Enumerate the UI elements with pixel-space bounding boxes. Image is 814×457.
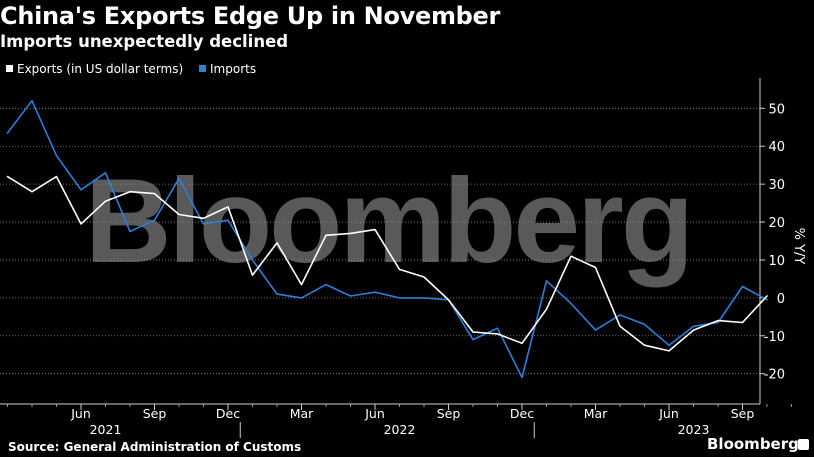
watermark: Bloomberg: [85, 154, 691, 288]
x-tick-label: Mar: [290, 406, 314, 421]
x-tick-label: Mar: [584, 406, 608, 421]
brand-logo: Bloomberg: [707, 435, 799, 453]
legend: Exports (in US dollar terms) Imports: [0, 61, 262, 76]
legend-label-imports: Imports: [210, 61, 257, 76]
x-tick-label: Jun: [658, 406, 679, 421]
chart-title: China's Exports Edge Up in November: [0, 2, 501, 30]
x-year-label: 2023: [678, 422, 710, 437]
x-tick-label: Dec: [216, 406, 240, 421]
y-tick-label: 40: [768, 140, 785, 155]
y-tick-label: 20: [768, 216, 785, 231]
legend-item-imports: Imports: [193, 62, 256, 76]
legend-item-exports: Exports (in US dollar terms): [0, 62, 183, 76]
series-lines: [6, 99, 768, 379]
x-tick-label: Dec: [510, 406, 534, 421]
x-tick-label: Jun: [70, 406, 91, 421]
y-tick-label: 0: [777, 292, 785, 307]
y-tick-label: 30: [768, 178, 785, 193]
x-tick-label: Sep: [143, 406, 167, 421]
x-axis: Jun Sep Dec Mar Jun Sep Dec Mar Jun Sep 2021 2022 20…: [0, 403, 792, 438]
source-note: Source: General Administration of Custom…: [8, 440, 302, 454]
chart-subtitle: Imports unexpectedly declined: [0, 32, 289, 51]
x-tick-label: Jun: [364, 406, 385, 421]
x-tick-label: Sep: [731, 406, 755, 421]
series-line-exports: [6, 175, 768, 352]
x-year-label: 2021: [90, 422, 122, 437]
y-axis: -20 -10 0 10 20 30 40 50: [759, 78, 785, 404]
legend-swatch-exports: [6, 65, 13, 72]
legend-swatch-imports: [199, 65, 206, 72]
series-line-imports: [6, 99, 768, 379]
y-tick-label: 50: [768, 102, 785, 117]
y-tick-label: -20: [764, 368, 785, 383]
x-year-label: 2022: [384, 422, 416, 437]
x-tick-label: Sep: [437, 406, 461, 421]
legend-label-exports: Exports (in US dollar terms): [17, 61, 184, 76]
y-tick-label: -10: [764, 330, 785, 345]
y-tick-label: 10: [768, 254, 785, 269]
y-axis-label: % Y/Y: [791, 228, 806, 265]
brand-badge-icon: [798, 439, 809, 450]
